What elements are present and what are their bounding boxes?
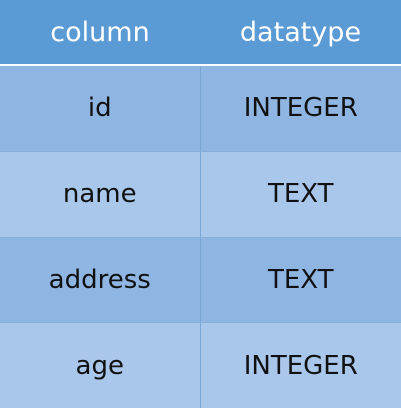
header-row: column datatype: [0, 0, 401, 66]
datatype-cell: INTEGER: [200, 65, 401, 152]
table-row: id INTEGER: [0, 65, 401, 152]
table-header: column datatype: [0, 0, 401, 66]
column-name-cell: id: [0, 65, 201, 152]
table-body: id INTEGER name TEXT address TEXT age IN…: [0, 65, 401, 408]
datatype-cell: INTEGER: [200, 322, 401, 408]
datatype-cell: TEXT: [200, 151, 401, 238]
column-name-cell: address: [0, 237, 201, 324]
datatype-cell: TEXT: [200, 237, 401, 324]
column-name-cell: age: [0, 322, 201, 408]
column-header: column: [0, 0, 200, 66]
table-row: name TEXT: [0, 151, 401, 238]
datatype-header: datatype: [200, 0, 401, 66]
table-row: address TEXT: [0, 237, 401, 324]
column-name-cell: name: [0, 151, 201, 238]
table-row: age INTEGER: [0, 322, 401, 408]
